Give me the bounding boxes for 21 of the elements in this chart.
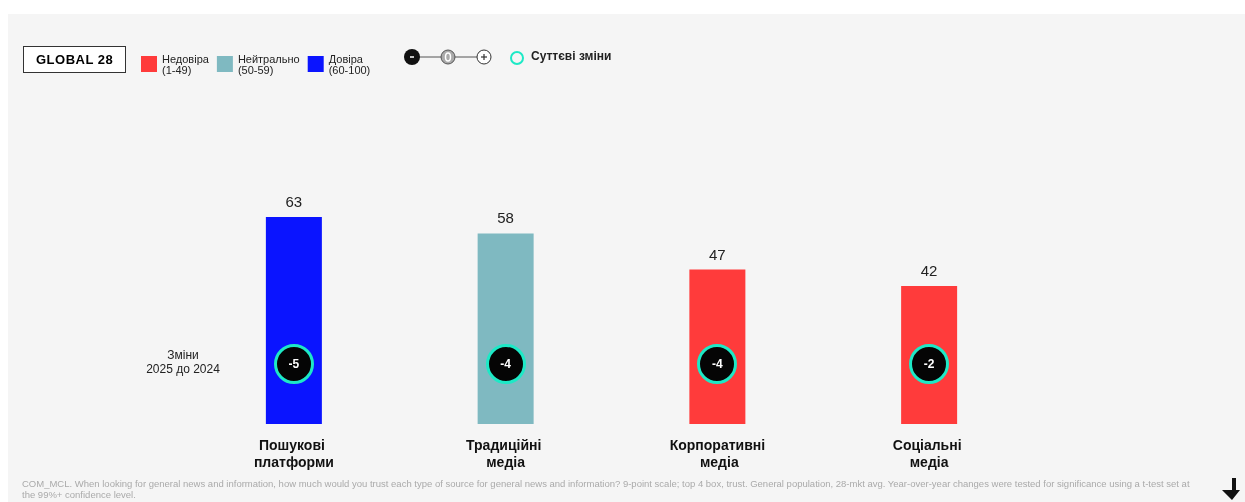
x-tick-label: Соціальні медіа [892,436,966,470]
annotation: Зміни 2025 до 2024 [146,348,220,376]
data-label: 42 [920,262,938,279]
data-label: 58 [497,209,514,227]
annotation: -5 [288,357,300,371]
bar [477,233,534,424]
annotation: -4 [500,357,511,371]
x-tick-label: Пошукові платформи [253,436,334,470]
legend-label: Нейтрально (50-59) [237,52,300,76]
bar [265,217,322,424]
legend-label: Довіра (60-100) [328,52,371,76]
text: Суттєві зміни [531,49,612,63]
legend-label: Недовіра (1-49) [162,52,210,76]
x-tick-label: Корпоративні медіа [669,436,766,470]
annotation: -4 [712,357,723,371]
annotation: -2 [923,357,935,371]
data-label: 63 [285,193,303,210]
text: GLOBAL 28 [36,52,114,67]
data-label: 47 [709,245,726,263]
text: COM_MCL. When looking for general news and information, how much would you trust each type of source for general news and information? 9-point scale; top 4 box, trust. General population, 28-mkt avg. Year-over-year changes were tested for significance using a t-test set at the 99%+ confidence level. [22,478,1190,500]
x-tick-label: Традиційні медіа [466,436,546,470]
